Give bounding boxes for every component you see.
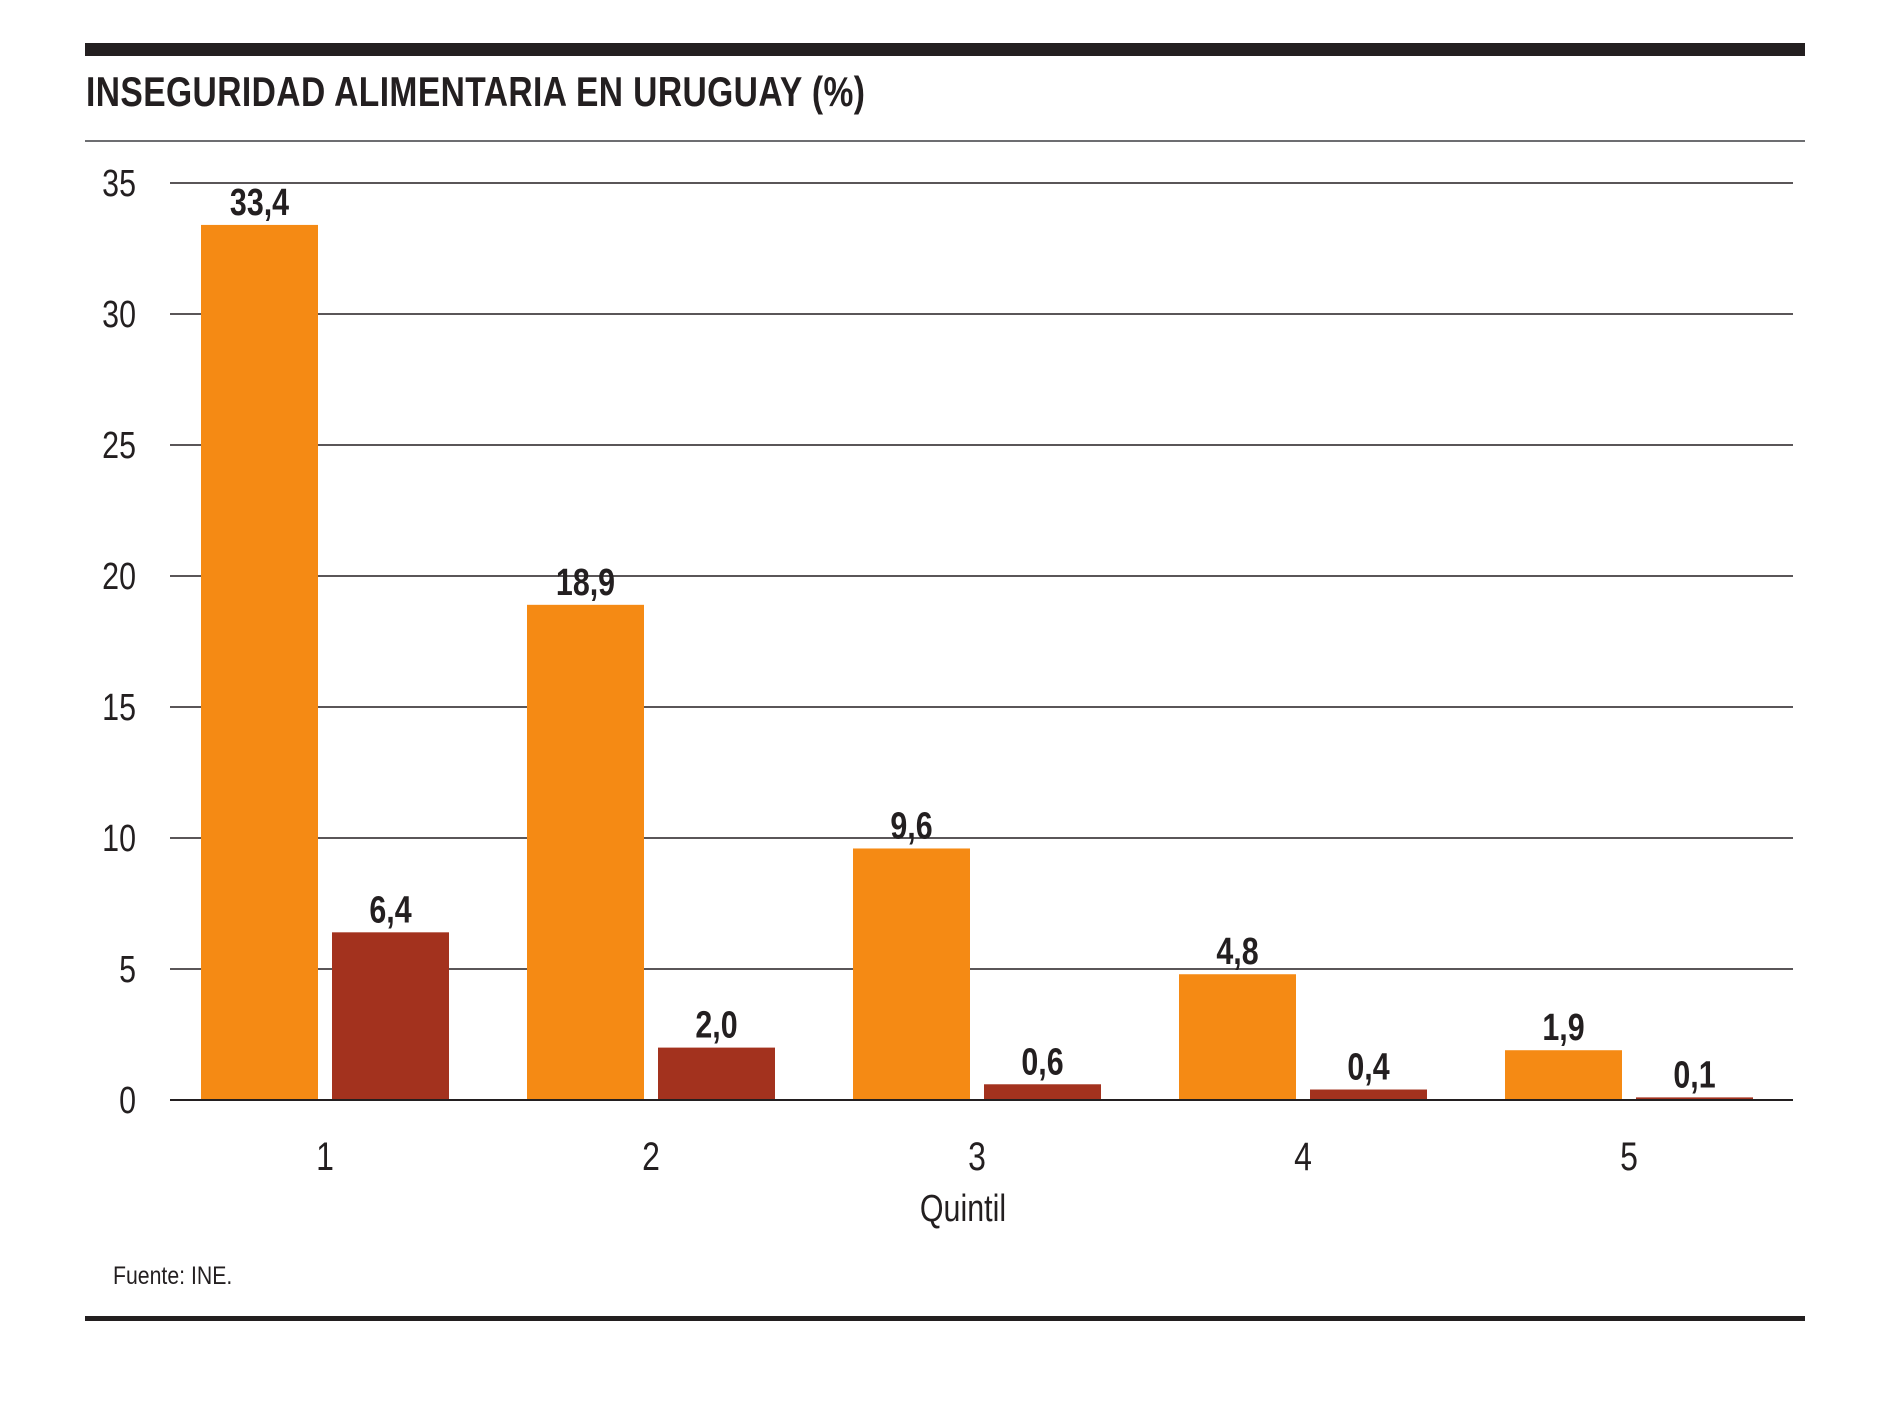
data-labels: 33,4 6,4 18,9 2,0 9,6 0,6 4,8 0,4 1,9 0,1 [230, 182, 1716, 1096]
bottom-rule [85, 1316, 1805, 1321]
x-axis-label: Quintil [920, 1188, 1006, 1230]
bar-q2-series2 [658, 1047, 775, 1100]
x-tick-label-1: 1 [316, 1134, 334, 1179]
value-label-q3-series2: 0,6 [1021, 1041, 1063, 1083]
x-tick-label-3: 3 [968, 1134, 986, 1179]
gridlines [170, 182, 1793, 970]
title-divider [85, 140, 1805, 142]
y-tick-label-30: 30 [102, 294, 136, 336]
y-tick-label-35: 35 [102, 163, 136, 205]
x-tick-label-2: 2 [642, 1134, 660, 1179]
y-tick-label-15: 15 [102, 687, 136, 729]
value-label-q4-series2: 0,4 [1347, 1046, 1389, 1088]
value-label-q1-series1: 33,4 [230, 182, 289, 224]
top-rule [85, 43, 1805, 56]
bar-q3-series2 [984, 1084, 1101, 1100]
value-label-q3-series1: 9,6 [890, 805, 932, 847]
y-tick-label-5: 5 [119, 949, 136, 991]
bar-q4-series2 [1310, 1089, 1427, 1100]
value-label-q5-series2: 0,1 [1673, 1054, 1715, 1096]
bar-q1-series2 [332, 932, 449, 1100]
y-tick-label-25: 25 [102, 425, 136, 467]
source-note: Fuente: INE. [113, 1262, 233, 1290]
x-axis-ticks: 1 2 3 4 5 [316, 1134, 1638, 1179]
bars [201, 224, 1753, 1101]
value-label-q1-series2: 6,4 [369, 889, 411, 931]
x-tick-label-4: 4 [1294, 1134, 1312, 1179]
bar-q5-series1 [1505, 1050, 1622, 1100]
y-tick-label-20: 20 [102, 556, 136, 598]
x-tick-label-5: 5 [1620, 1134, 1638, 1179]
value-label-q2-series2: 2,0 [695, 1004, 737, 1046]
bar-q1-series1 [201, 224, 318, 1101]
y-tick-label-0: 0 [119, 1080, 136, 1122]
y-tick-label-10: 10 [102, 818, 136, 860]
chart-title: INSEGURIDAD ALIMENTARIA EN URUGUAY (%) [86, 68, 866, 115]
value-label-q4-series1: 4,8 [1216, 931, 1258, 973]
bar-q3-series1 [853, 848, 970, 1100]
bar-q4-series1 [1179, 974, 1296, 1100]
y-axis-ticks: 0 5 10 15 20 25 30 35 [102, 163, 136, 1122]
value-label-q5-series1: 1,9 [1542, 1007, 1584, 1049]
value-label-q2-series1: 18,9 [556, 562, 615, 604]
bar-q5-series2 [1636, 1097, 1753, 1100]
bar-q2-series1 [527, 604, 644, 1100]
